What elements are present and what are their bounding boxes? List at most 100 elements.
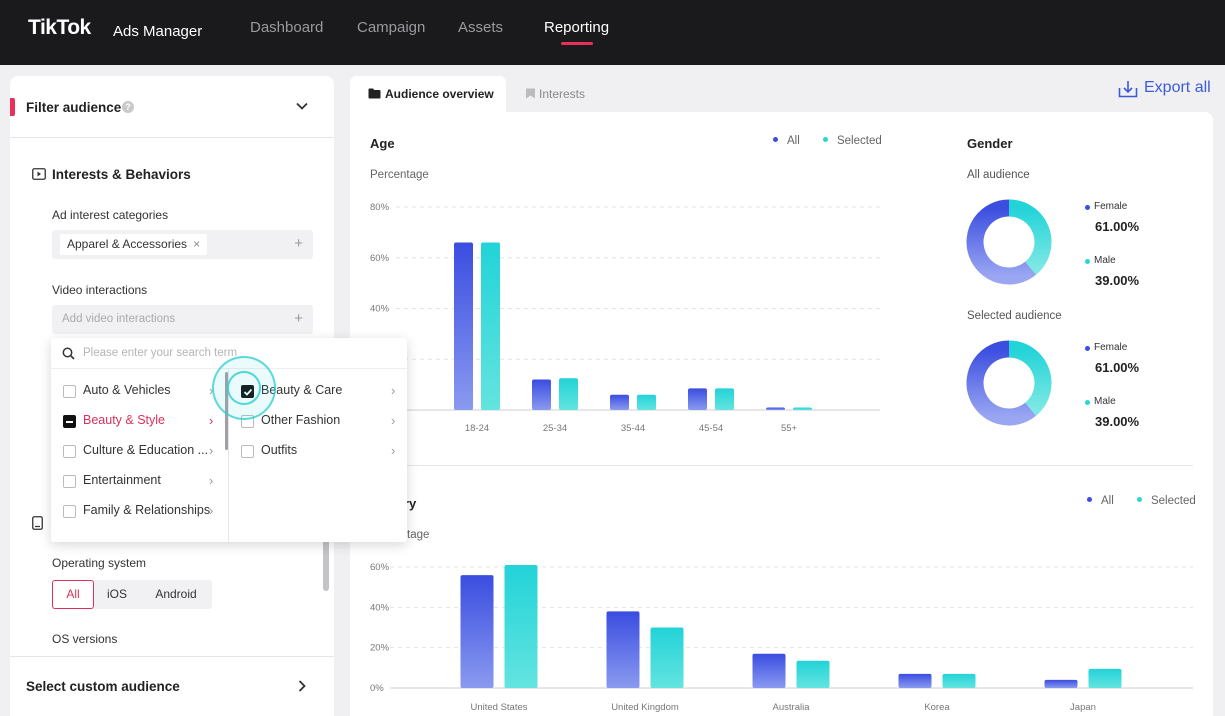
os-segmented-control: All iOS Android: [52, 580, 212, 609]
checkbox-indeterminate[interactable]: [63, 415, 76, 428]
slice-female[interactable]: [966, 199, 1037, 285]
video-interactions-field[interactable]: Add video interactions +: [52, 305, 313, 334]
slice-male[interactable]: [1008, 199, 1052, 275]
checkbox[interactable]: [63, 445, 76, 458]
bar-all[interactable]: [460, 575, 494, 688]
bar-selected[interactable]: [481, 242, 500, 410]
y-tick-label: 40%: [370, 304, 390, 315]
download-icon: [1118, 81, 1138, 98]
chevron-right-icon: ›: [209, 473, 214, 488]
bar-all[interactable]: [532, 379, 551, 410]
country-y-axis-label: tage: [407, 529, 430, 541]
chevron-right-icon: ›: [391, 443, 396, 458]
legend-selected-label: Selected: [1150, 495, 1196, 507]
bar-selected[interactable]: [1088, 668, 1122, 688]
bar-all[interactable]: [610, 394, 629, 410]
interests-behaviors-title: Interests & Behaviors: [52, 167, 191, 182]
select-custom-audience[interactable]: Select custom audience: [26, 679, 180, 694]
chevron-right-icon: ›: [209, 503, 214, 518]
slice-male[interactable]: [1008, 340, 1052, 416]
ad-interest-label: Ad interest categories: [52, 208, 169, 222]
female-label: Female: [1094, 201, 1128, 212]
bar-selected[interactable]: [942, 673, 976, 688]
nav-reporting[interactable]: Reporting: [544, 19, 610, 36]
subcategory-label: Outfits: [261, 443, 298, 457]
category-item[interactable]: Auto & Vehicles ›: [63, 383, 223, 401]
nav-assets[interactable]: Assets: [458, 19, 504, 36]
category-item[interactable]: Family & Relationships ›: [63, 503, 223, 521]
bar-all[interactable]: [606, 611, 640, 688]
ad-interest-field[interactable]: Apparel & Accessories × +: [52, 230, 313, 259]
category-item-active[interactable]: Beauty & Style ›: [63, 413, 223, 431]
play-icon: [32, 168, 46, 180]
female-dot: [1085, 346, 1090, 351]
legend-all-label: All: [787, 135, 800, 147]
bar-all[interactable]: [454, 242, 473, 410]
remove-tag-icon[interactable]: ×: [193, 237, 201, 251]
subcategory-item[interactable]: Other Fashion ›: [241, 413, 401, 431]
bar-selected[interactable]: [504, 564, 538, 688]
gender-title: Gender: [967, 136, 1013, 151]
category-item[interactable]: Culture & Education ... ›: [63, 443, 223, 461]
checkbox[interactable]: [63, 475, 76, 488]
x-tick-label: Japan: [1070, 702, 1096, 713]
active-nav-indicator: [561, 42, 593, 45]
checkbox[interactable]: [63, 385, 76, 398]
interest-tag-label: Apparel & Accessories: [67, 237, 188, 251]
category-label: Family & Relationships: [83, 503, 211, 517]
bar-selected[interactable]: [637, 394, 656, 410]
nav-campaign[interactable]: Campaign: [357, 19, 426, 36]
x-tick-label: 35-44: [621, 423, 645, 434]
bar-selected[interactable]: [796, 660, 830, 688]
subcategory-item[interactable]: Outfits ›: [241, 443, 401, 461]
legend-selected-label: Selected: [836, 135, 882, 147]
tab-audience-overview[interactable]: Audience overview: [350, 76, 506, 113]
x-tick-label: United Kingdom: [611, 702, 679, 713]
audience-overview-panel: [350, 112, 1213, 716]
country-bar-chart: 0% 20% 40% 60% United States United Kingdom Au…: [370, 562, 1193, 713]
bar-selected[interactable]: [715, 388, 734, 410]
bar-all[interactable]: [766, 407, 785, 410]
x-tick-label: 18-24: [465, 423, 489, 434]
chevron-right-icon[interactable]: [294, 678, 310, 694]
y-tick-label: 40%: [370, 602, 390, 613]
device-icon: [32, 516, 43, 530]
tab-interests[interactable]: Interests: [510, 76, 620, 113]
slice-female[interactable]: [966, 340, 1037, 426]
female-dot: [1085, 205, 1090, 210]
nav-dashboard[interactable]: Dashboard: [250, 19, 324, 36]
category-label: Beauty & Style: [83, 413, 165, 427]
os-android-option[interactable]: Android: [155, 587, 197, 601]
bar-selected[interactable]: [793, 407, 812, 410]
category-label: Entertainment: [83, 473, 161, 487]
search-icon: [62, 347, 75, 360]
video-interactions-label: Video interactions: [52, 283, 148, 297]
category-label: Culture & Education ...: [83, 443, 209, 457]
os-all-option[interactable]: All: [52, 580, 94, 609]
add-icon[interactable]: +: [294, 310, 303, 327]
filter-audience-title: Filter audience: [26, 100, 122, 115]
bar-all[interactable]: [898, 673, 932, 688]
add-icon[interactable]: +: [294, 235, 303, 252]
male-label: Male: [1094, 396, 1116, 407]
chevron-down-icon[interactable]: [294, 98, 310, 114]
x-tick-label: 25-34: [543, 423, 567, 434]
tiktok-logo[interactable]: TikTok: [28, 16, 91, 39]
x-tick-label: 45-54: [699, 423, 723, 434]
age-y-axis-label: Percentage: [370, 169, 429, 181]
y-tick-label: 80%: [370, 202, 390, 213]
bar-all[interactable]: [688, 388, 707, 410]
os-versions-label: OS versions: [52, 632, 118, 646]
checkbox[interactable]: [241, 445, 254, 458]
checkbox[interactable]: [63, 505, 76, 518]
category-item[interactable]: Entertainment ›: [63, 473, 223, 491]
bar-selected[interactable]: [650, 627, 684, 689]
divider: [370, 465, 1193, 466]
help-icon[interactable]: ?: [122, 101, 134, 113]
bar-all[interactable]: [752, 653, 786, 688]
search-placeholder: Please enter your search term: [83, 347, 238, 359]
bar-selected[interactable]: [559, 378, 578, 410]
os-ios-option[interactable]: iOS: [106, 587, 127, 601]
bar-all[interactable]: [1044, 679, 1078, 688]
